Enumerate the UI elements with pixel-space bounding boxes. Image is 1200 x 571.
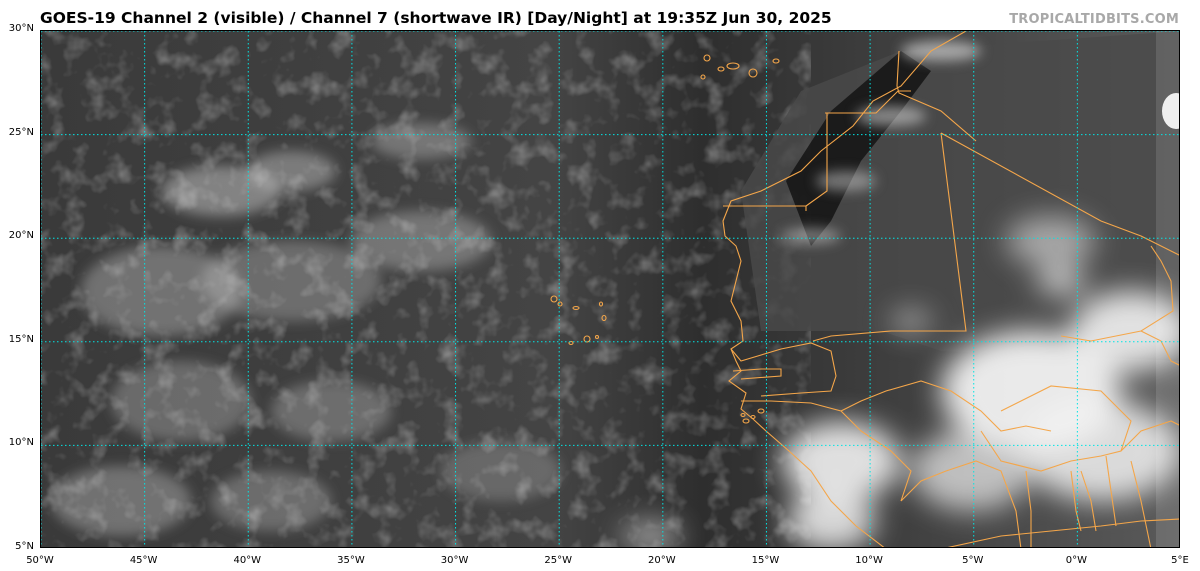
brand-watermark: TROPICALTIDBITS.COM: [1009, 12, 1179, 27]
gambia-border: [732, 368, 782, 380]
togo-benin-border: [1080, 455, 1117, 532]
burkina-border: [980, 385, 1132, 472]
mauritania-border: [812, 90, 967, 342]
morocco-algeria-border: [896, 50, 977, 142]
nigeria-border: [1120, 420, 1179, 547]
longitude-tick-label: 0°W: [1065, 555, 1087, 566]
mali-algeria-border: [940, 132, 1179, 256]
latitude-tick-label: 30°N: [8, 23, 34, 34]
latitude-tick-label: 10°N: [8, 437, 34, 449]
ivory-coast-border: [900, 460, 1022, 547]
longitude-tick-label: 20°W: [648, 555, 676, 566]
satellite-map[interactable]: [40, 30, 1180, 548]
canary-islands: [700, 54, 780, 80]
western-sahara-border: [723, 113, 828, 211]
longitude-tick-label: 45°W: [129, 555, 158, 566]
longitude-tick-label: 50°W: [26, 555, 54, 566]
convective-clouds: [621, 216, 1179, 547]
niger-border: [1140, 330, 1179, 366]
longitude-tick-label: 40°W: [233, 555, 262, 566]
scan-edge-artifact: [1156, 31, 1179, 547]
longitude-tick-label: 5°E: [1171, 555, 1189, 566]
longitude-tick-label: 10°W: [855, 555, 883, 566]
coastal-cloud-streak: [781, 41, 981, 244]
country-borders: [722, 31, 1179, 547]
map-title: GOES-19 Channel 2 (visible) / Channel 7 …: [40, 9, 832, 27]
latitude-tick-label: 25°N: [8, 126, 34, 138]
guinea-border: [741, 400, 912, 502]
dark-coastal-band: [786, 51, 931, 246]
longitude-tick-label: 30°W: [440, 555, 469, 566]
islands: [550, 54, 780, 424]
bijagos-islands: [740, 408, 765, 424]
longitude-tick-label: 5°W: [962, 555, 984, 566]
longitude-tick-label: 25°W: [544, 555, 572, 566]
longitude-tick-label: 35°W: [337, 555, 365, 566]
cape-verde-islands: [550, 295, 607, 346]
mali-niger-border: [1060, 245, 1174, 342]
mali-south-border: [840, 380, 1052, 432]
latitude-tick-label: 5°N: [15, 541, 34, 552]
longitude-tick-label: 15°W: [751, 555, 780, 566]
cloud-fields: [51, 123, 561, 536]
africa-coastline: [722, 31, 967, 547]
latitude-tick-label: 20°N: [8, 230, 34, 242]
senegal-border: [730, 342, 837, 397]
gulf-of-guinea-coast: [947, 518, 1179, 547]
latitude-tick-label: 15°N: [8, 333, 34, 345]
ghana-border: [1025, 470, 1082, 547]
